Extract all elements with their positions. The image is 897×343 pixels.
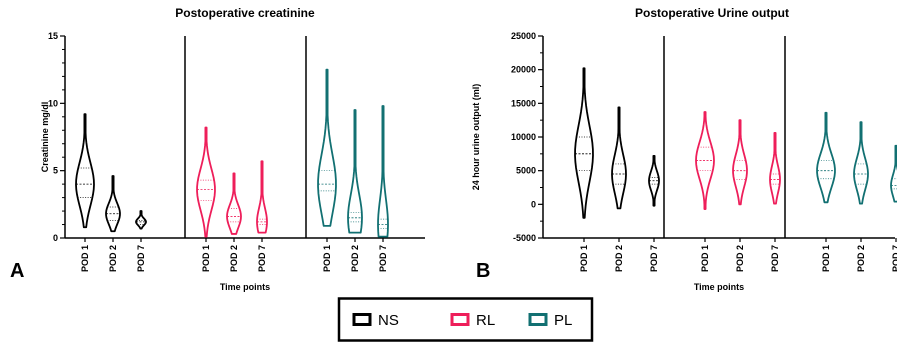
y-axis-label: Creatinine mg/dl xyxy=(40,102,50,173)
chart-panels: Postoperative creatinine A 0 5 10 15 Creatinin… xyxy=(10,6,897,292)
legend-frame xyxy=(337,297,594,342)
violin-ns-pod-1 xyxy=(574,67,594,219)
panel-b: Postoperative Urine output B -5000 0 5000 100… xyxy=(471,6,897,292)
y-tick-label: -5000 xyxy=(513,233,536,243)
x-axis-label: Time points xyxy=(220,282,270,292)
y-tick-label: 5000 xyxy=(516,166,536,176)
y-axis-label: 24 hour urine output (ml) xyxy=(471,84,481,191)
x-tick-label: POD 7 xyxy=(257,245,267,272)
x-tick-label: POD 1 xyxy=(700,245,710,272)
x-tick-label: POD 2 xyxy=(108,245,118,272)
panel-a: Postoperative creatinine A 0 5 10 15 Creatinin… xyxy=(10,6,425,292)
x-tick-label: POD 1 xyxy=(80,245,90,272)
violin-pl-pod-7 xyxy=(377,105,389,238)
x-tick-label: POD 7 xyxy=(649,245,659,272)
violin-pl-pod-2 xyxy=(853,121,869,205)
panel-letter: B xyxy=(476,260,490,282)
violin-ns-pod-2 xyxy=(105,175,121,233)
x-tick-label: POD 7 xyxy=(378,245,388,272)
x-axis-label: Time points xyxy=(694,282,744,292)
x-tick-label: POD 7 xyxy=(891,245,897,272)
violin-rl-pod-2 xyxy=(732,119,748,206)
x-tick-label: POD 1 xyxy=(201,245,211,272)
legend-swatch-rl xyxy=(450,313,470,326)
y-tick-label: 0 xyxy=(531,199,536,209)
y-tick-label: 15 xyxy=(48,31,58,41)
x-tick-label: POD 1 xyxy=(579,245,589,272)
violin-rl-pod-2 xyxy=(226,172,242,235)
panel-letter: A xyxy=(10,260,24,282)
y-tick-label: 10 xyxy=(48,98,58,108)
violin-rl-pod-7 xyxy=(256,160,268,234)
x-tick-label: POD 2 xyxy=(614,245,624,272)
y-tick-label: 5 xyxy=(53,166,58,176)
violin-ns-pod-2 xyxy=(611,106,627,210)
legend-swatch-pl xyxy=(528,313,548,326)
y-tick-label: 20000 xyxy=(511,65,536,75)
legend-label-rl: RL xyxy=(476,312,495,329)
legend: NS RL PL xyxy=(337,297,594,342)
violin-pl-pod-7 xyxy=(890,144,897,203)
violin-pl-pod-1 xyxy=(816,111,836,204)
x-tick-label: POD 1 xyxy=(322,245,332,272)
chart-title: Postoperative creatinine xyxy=(175,6,315,20)
x-tick-label: POD 2 xyxy=(856,245,866,272)
x-tick-label: POD 2 xyxy=(350,245,360,272)
violin-rl-pod-7 xyxy=(769,132,781,205)
violin-pl-pod-1 xyxy=(317,68,337,227)
violin-pl-pod-2 xyxy=(347,109,363,234)
y-tick-label: 0 xyxy=(53,233,58,243)
y-tick-label: 10000 xyxy=(511,132,536,142)
x-tick-label: POD 2 xyxy=(229,245,239,272)
violin-ns-pod-1 xyxy=(75,113,95,229)
violin-rl-pod-1 xyxy=(196,126,216,238)
y-tick-label: 25000 xyxy=(511,31,536,41)
chart-title: Postoperative Urine output xyxy=(635,6,789,20)
x-tick-label: POD 7 xyxy=(770,245,780,272)
x-tick-label: POD 7 xyxy=(136,245,146,272)
legend-label-ns: NS xyxy=(378,312,399,329)
y-tick-label: 15000 xyxy=(511,98,536,108)
legend-label-pl: PL xyxy=(554,312,572,329)
legend-swatch-ns xyxy=(352,313,372,326)
x-tick-label: POD 2 xyxy=(735,245,745,272)
violin-ns-pod-7 xyxy=(135,210,147,230)
x-tick-label: POD 1 xyxy=(821,245,831,272)
